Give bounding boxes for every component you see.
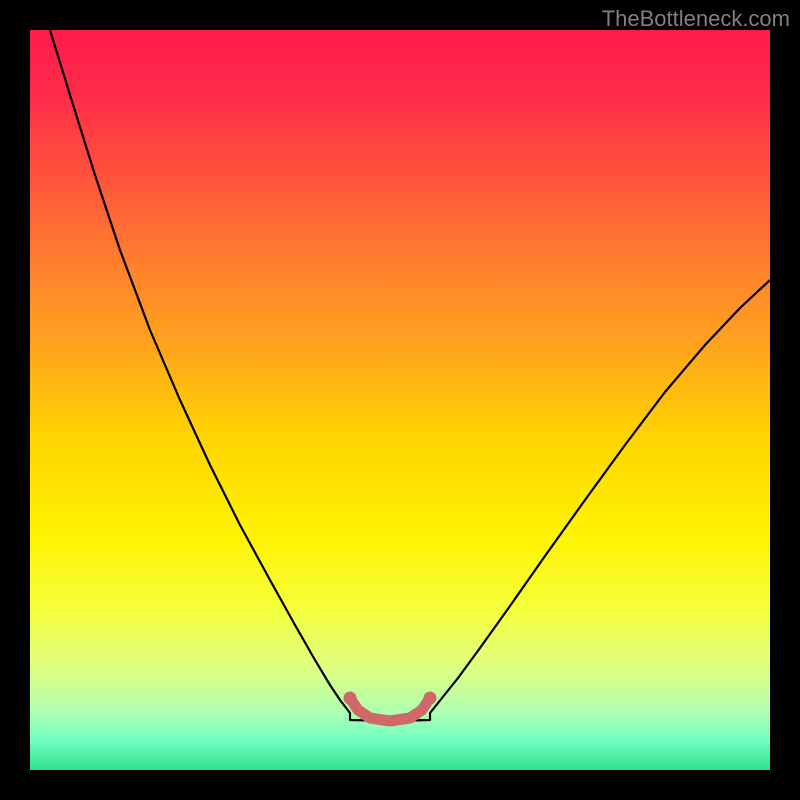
plot-area xyxy=(30,30,770,770)
highlight-right-dot xyxy=(424,692,437,705)
watermark-text: TheBottleneck.com xyxy=(602,6,790,32)
highlight-left-dot xyxy=(344,692,357,705)
chart-container: TheBottleneck.com xyxy=(0,0,800,800)
bottleneck-curve xyxy=(50,30,770,721)
curve-layer xyxy=(30,30,770,770)
highlight-trough xyxy=(350,698,430,721)
